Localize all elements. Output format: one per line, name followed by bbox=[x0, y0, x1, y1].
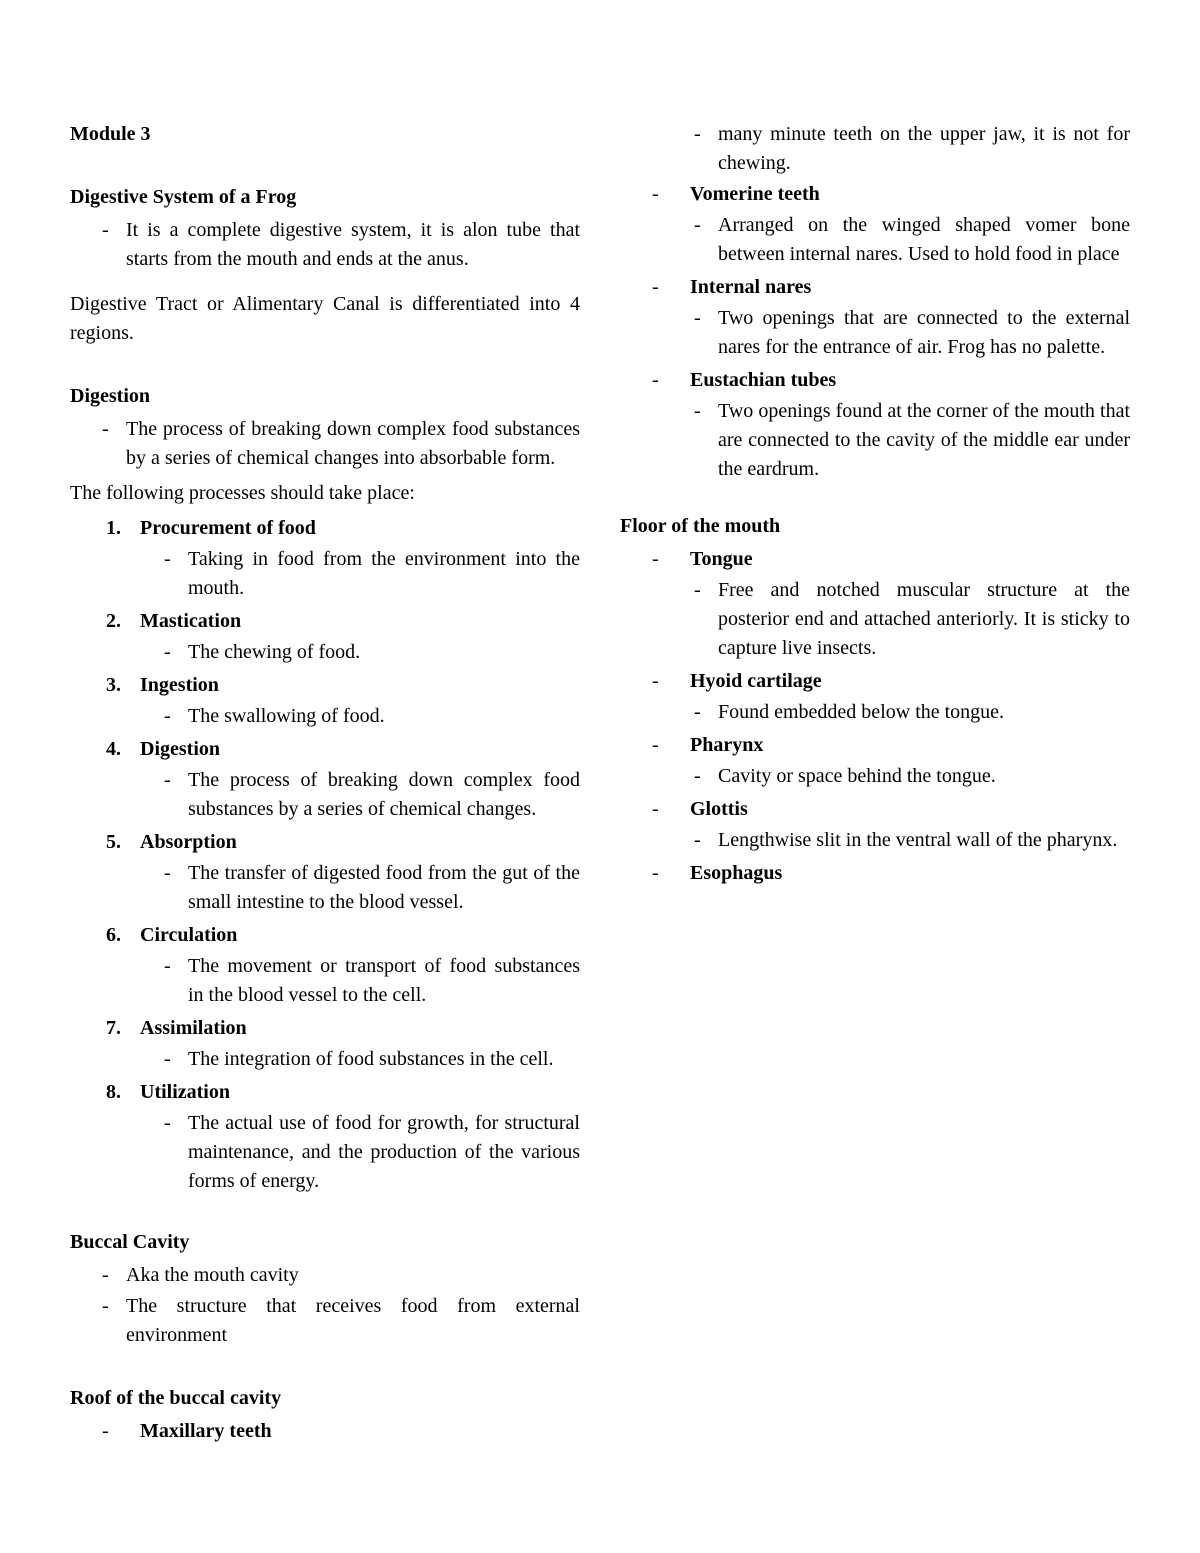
digestion-desc-list: The process of breaking down complex foo… bbox=[70, 415, 580, 473]
floor-label: Hyoid cartilage bbox=[690, 670, 822, 692]
process-item: Assimilation The integration of food sub… bbox=[70, 1014, 580, 1074]
digestion-intro: The following processes should take plac… bbox=[70, 479, 580, 508]
process-sub: The movement or transport of food substa… bbox=[140, 952, 580, 1010]
process-sub: The chewing of food. bbox=[140, 638, 580, 667]
spacer bbox=[70, 1200, 580, 1210]
roof-item: Vomerine teeth Arranged on the winged sh… bbox=[620, 180, 1130, 269]
roof-item: Internal nares Two openings that are con… bbox=[620, 273, 1130, 362]
roof-desc: Arranged on the winged shaped vomer bone… bbox=[690, 211, 1130, 269]
process-sub: The process of breaking down complex foo… bbox=[140, 766, 580, 824]
tract-sentence: Digestive Tract or Alimentary Canal is d… bbox=[70, 290, 580, 348]
process-item: Mastication The chewing of food. bbox=[70, 607, 580, 667]
floor-item: Esophagus bbox=[620, 859, 1130, 888]
floor-label: Tongue bbox=[690, 548, 753, 570]
process-sub: Taking in food from the environment into… bbox=[140, 545, 580, 603]
buccal-heading: Buccal Cavity bbox=[70, 1228, 580, 1257]
digestive-system-desc-list: It is a complete digestive system, it is… bbox=[70, 216, 580, 274]
process-sub: The actual use of food for growth, for s… bbox=[140, 1109, 580, 1196]
floor-item: Pharynx Cavity or space behind the tongu… bbox=[620, 731, 1130, 791]
floor-label: Pharynx bbox=[690, 734, 763, 756]
buccal-item: Aka the mouth cavity bbox=[70, 1261, 580, 1290]
floor-desc: Cavity or space behind the tongue. bbox=[690, 762, 1130, 791]
process-label: Ingestion bbox=[140, 674, 219, 696]
process-label: Procurement of food bbox=[140, 517, 316, 539]
spacer bbox=[70, 354, 580, 364]
process-desc: The process of breaking down complex foo… bbox=[140, 766, 580, 824]
floor-sub: Lengthwise slit in the ventral wall of t… bbox=[690, 826, 1130, 855]
floor-item: Glottis Lengthwise slit in the ventral w… bbox=[620, 795, 1130, 855]
floor-label: Esophagus bbox=[690, 862, 782, 884]
floor-item: Hyoid cartilage Found embedded below the… bbox=[620, 667, 1130, 727]
process-item: Circulation The movement or transport of… bbox=[70, 921, 580, 1010]
roof-label: Internal nares bbox=[690, 276, 811, 298]
roof-item: Eustachian tubes Two openings found at t… bbox=[620, 366, 1130, 484]
process-item: Absorption The transfer of digested food… bbox=[70, 828, 580, 917]
roof-label: Eustachian tubes bbox=[690, 369, 836, 391]
roof-desc: many minute teeth on the upper jaw, it i… bbox=[690, 120, 1130, 178]
module-title: Module 3 bbox=[70, 120, 580, 149]
process-label: Utilization bbox=[140, 1081, 230, 1103]
digestion-heading: Digestion bbox=[70, 382, 580, 411]
document-page: Module 3 Digestive System of a Frog It i… bbox=[0, 0, 1200, 1553]
floor-desc: Free and notched muscular structure at t… bbox=[690, 576, 1130, 663]
spacer bbox=[70, 280, 580, 290]
floor-label: Glottis bbox=[690, 798, 748, 820]
roof-label: Maxillary teeth bbox=[140, 1420, 272, 1442]
buccal-list: Aka the mouth cavity The structure that … bbox=[70, 1261, 580, 1350]
process-item: Ingestion The swallowing of food. bbox=[70, 671, 580, 731]
floor-sub: Free and notched muscular structure at t… bbox=[690, 576, 1130, 663]
process-desc: The actual use of food for growth, for s… bbox=[140, 1109, 580, 1196]
process-label: Mastication bbox=[140, 610, 241, 632]
process-label: Assimilation bbox=[140, 1017, 247, 1039]
process-desc: The integration of food substances in th… bbox=[140, 1045, 580, 1074]
spacer bbox=[70, 1356, 580, 1366]
process-item: Procurement of food Taking in food from … bbox=[70, 514, 580, 603]
process-desc: The swallowing of food. bbox=[140, 702, 580, 731]
floor-desc: Found embedded below the tongue. bbox=[690, 698, 1130, 727]
process-desc: The transfer of digested food from the g… bbox=[140, 859, 580, 917]
process-sub: The integration of food substances in th… bbox=[140, 1045, 580, 1074]
process-sub: The transfer of digested food from the g… bbox=[140, 859, 580, 917]
digestive-system-desc: It is a complete digestive system, it is… bbox=[70, 216, 580, 274]
roof-desc: Two openings that are connected to the e… bbox=[690, 304, 1130, 362]
digestion-desc: The process of breaking down complex foo… bbox=[70, 415, 580, 473]
process-label: Digestion bbox=[140, 738, 220, 760]
spacer bbox=[70, 155, 580, 165]
floor-sub: Found embedded below the tongue. bbox=[690, 698, 1130, 727]
process-item: Digestion The process of breaking down c… bbox=[70, 735, 580, 824]
roof-sub: Two openings that are connected to the e… bbox=[690, 304, 1130, 362]
floor-sub: Cavity or space behind the tongue. bbox=[690, 762, 1130, 791]
floor-heading: Floor of the mouth bbox=[620, 512, 1130, 541]
floor-desc: Lengthwise slit in the ventral wall of t… bbox=[690, 826, 1130, 855]
buccal-item: The structure that receives food from ex… bbox=[70, 1292, 580, 1350]
process-desc: Taking in food from the environment into… bbox=[140, 545, 580, 603]
process-item: Utilization The actual use of food for g… bbox=[70, 1078, 580, 1196]
process-desc: The movement or transport of food substa… bbox=[140, 952, 580, 1010]
roof-label: Vomerine teeth bbox=[690, 183, 820, 205]
roof-sub: Arranged on the winged shaped vomer bone… bbox=[690, 211, 1130, 269]
roof-desc: Two openings found at the corner of the … bbox=[690, 397, 1130, 484]
floor-list: Tongue Free and notched muscular structu… bbox=[620, 545, 1130, 888]
process-desc: The chewing of food. bbox=[140, 638, 580, 667]
roof-heading: Roof of the buccal cavity bbox=[70, 1384, 580, 1413]
digestive-system-heading: Digestive System of a Frog bbox=[70, 183, 580, 212]
process-sub: The swallowing of food. bbox=[140, 702, 580, 731]
roof-sub: Two openings found at the corner of the … bbox=[690, 397, 1130, 484]
process-label: Absorption bbox=[140, 831, 237, 853]
spacer bbox=[620, 484, 1130, 494]
floor-item: Tongue Free and notched muscular structu… bbox=[620, 545, 1130, 663]
roof-sub: many minute teeth on the upper jaw, it i… bbox=[690, 120, 1130, 178]
process-label: Circulation bbox=[140, 924, 237, 946]
processes-list: Procurement of food Taking in food from … bbox=[70, 514, 580, 1196]
